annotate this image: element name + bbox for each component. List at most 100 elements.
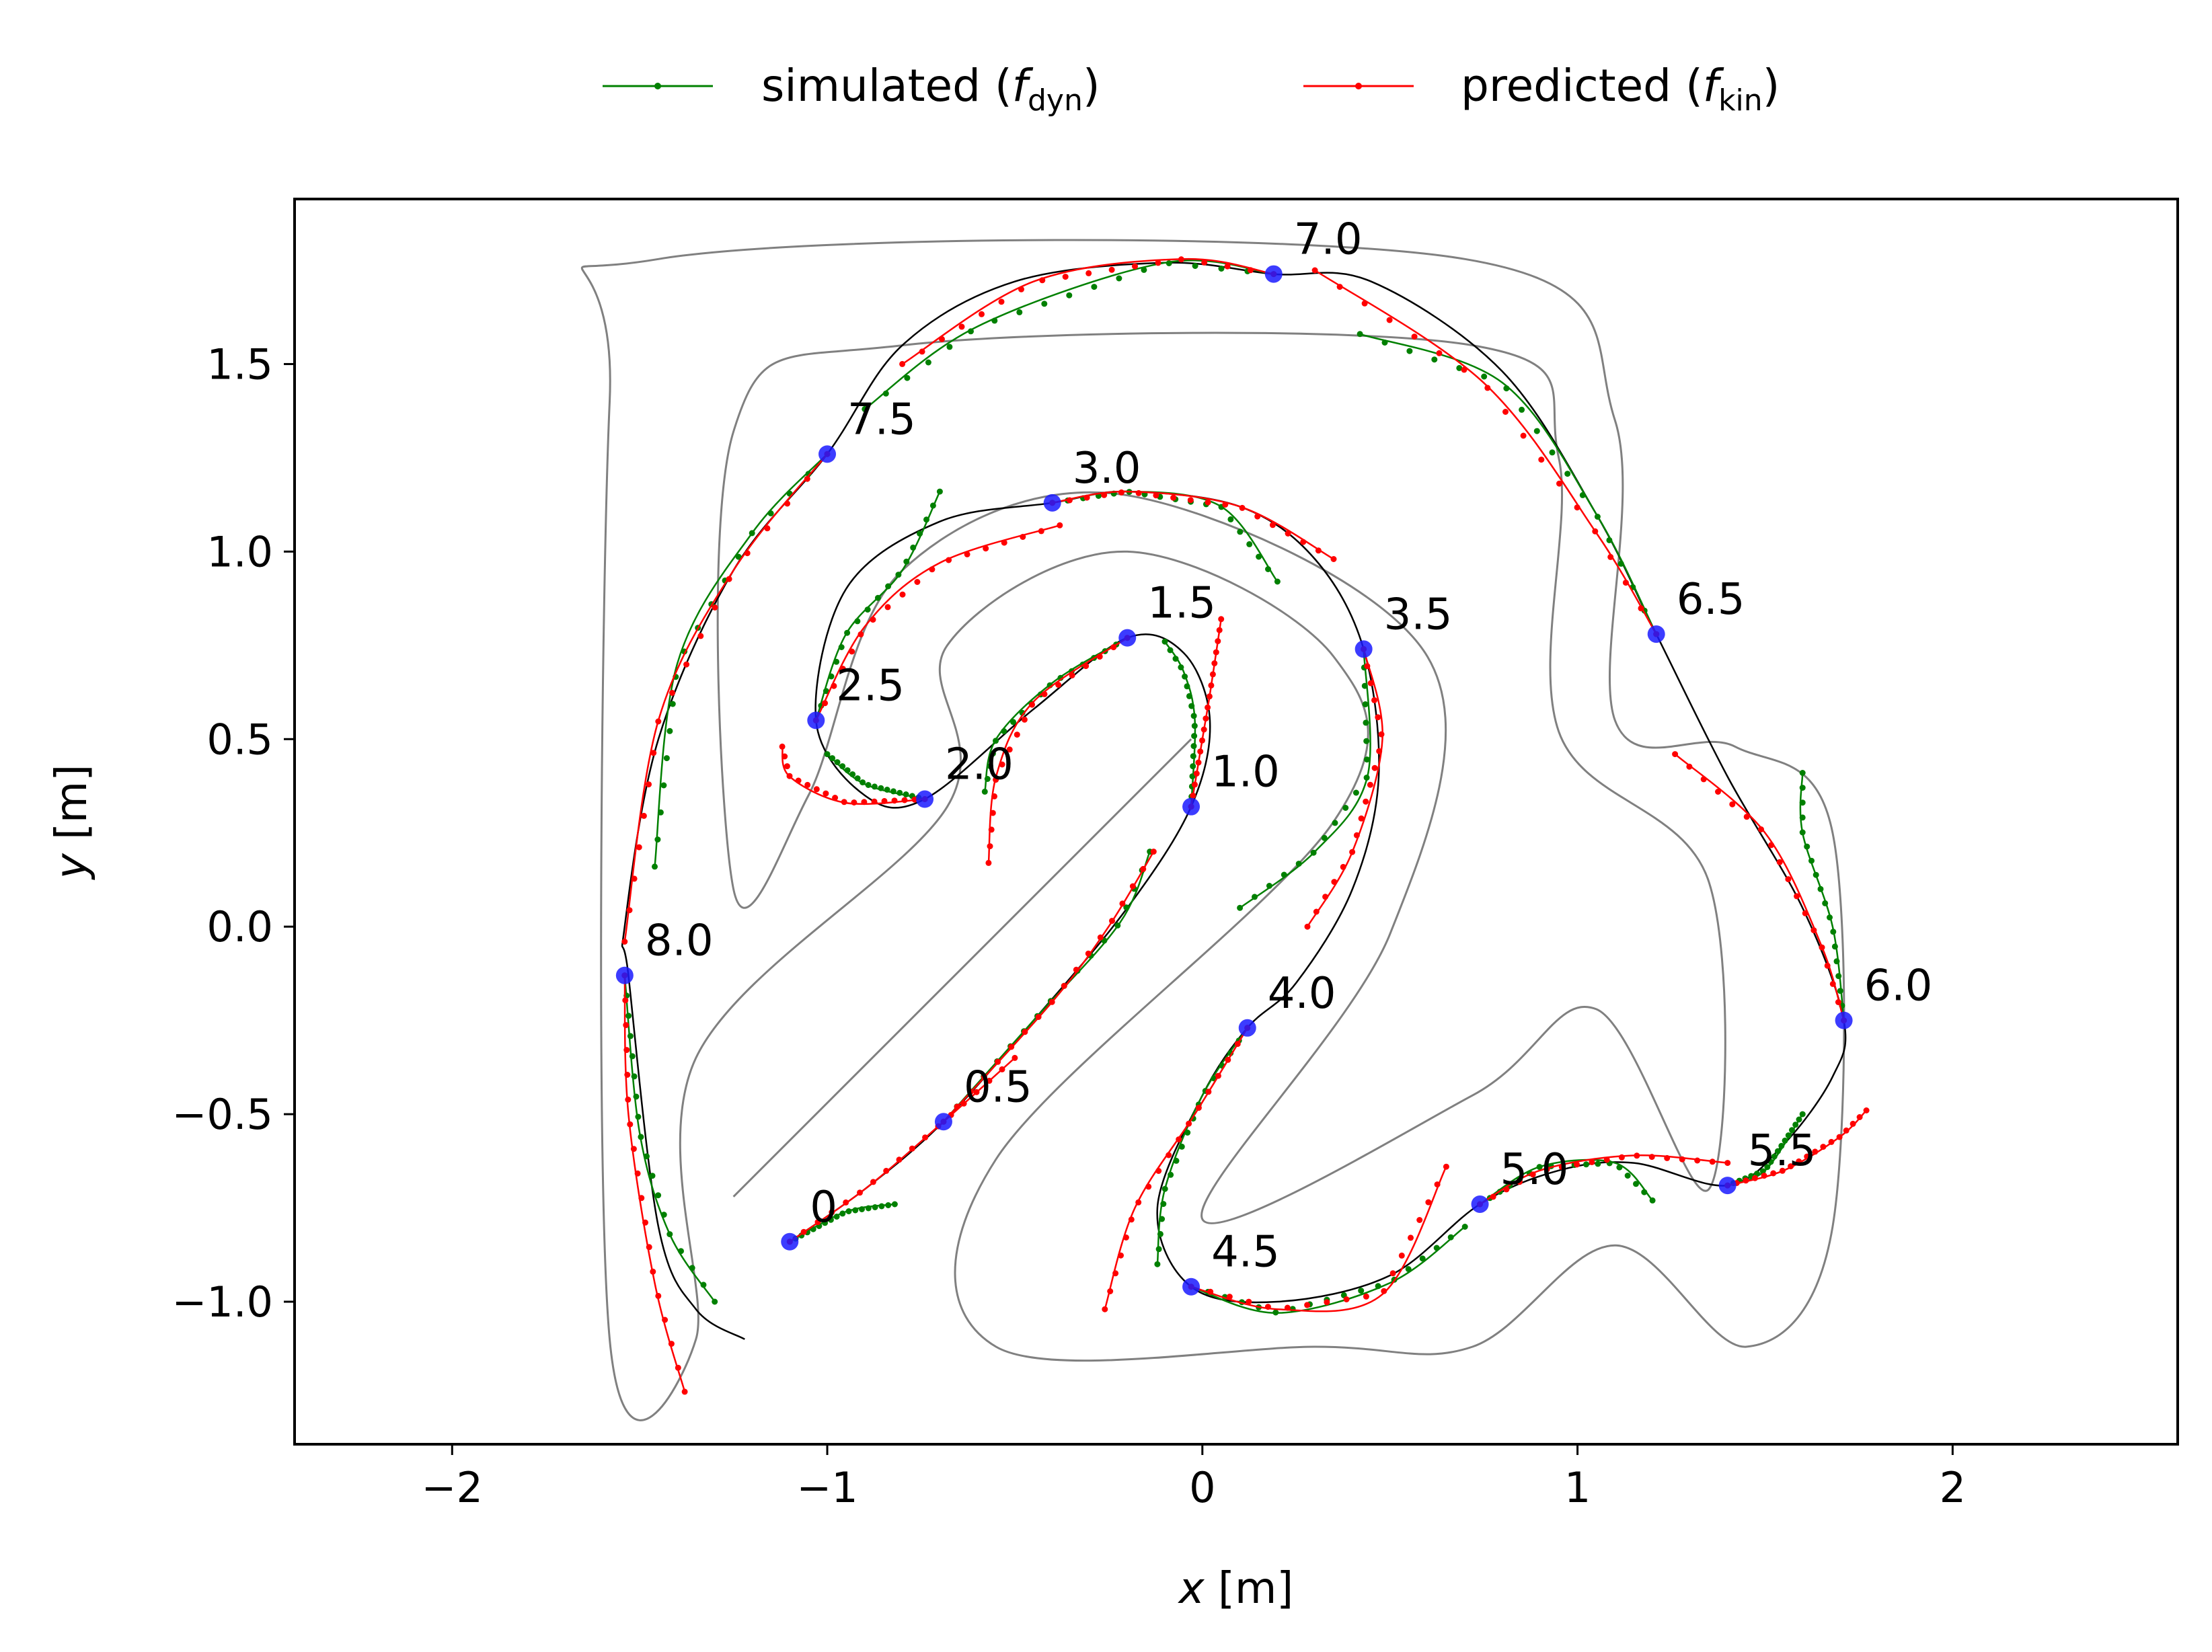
simulated-point — [903, 791, 909, 797]
time-marker-label: 4.5 — [1211, 1228, 1280, 1277]
simulated-point — [712, 1298, 718, 1305]
predicted-point — [622, 997, 629, 1004]
predicted-point — [1062, 274, 1069, 280]
predicted-point — [1729, 801, 1736, 808]
predicted-point — [823, 790, 829, 797]
simulated-point — [828, 673, 835, 680]
simulated-point — [1190, 753, 1196, 760]
predicted-point — [1443, 1163, 1449, 1170]
predicted-point — [1788, 1163, 1794, 1170]
predicted-point — [1322, 894, 1329, 900]
predicted-point — [1101, 491, 1108, 498]
predicted-point — [1186, 1120, 1192, 1127]
predicted-point — [1607, 553, 1614, 560]
simulated-point — [1633, 1181, 1639, 1187]
predicted-point — [726, 576, 732, 582]
predicted-point — [1856, 1114, 1863, 1120]
predicted-point — [1436, 350, 1443, 356]
predicted-point — [841, 799, 847, 805]
simulated-point — [878, 1203, 885, 1210]
predicted-point — [764, 525, 771, 532]
simulated-point — [660, 782, 667, 789]
simulated-point — [1461, 1224, 1468, 1230]
simulated-point — [627, 1033, 634, 1039]
simulated-point — [1363, 719, 1369, 726]
predicted-point — [1209, 671, 1216, 678]
predicted-point — [896, 1156, 903, 1163]
predicted-point — [1155, 260, 1161, 266]
predicted-point — [1001, 539, 1007, 546]
predicted-point — [967, 1089, 974, 1095]
simulated-point — [936, 488, 943, 495]
simulated-segment-line — [1190, 1226, 1465, 1314]
series-predicted — [621, 256, 1870, 1395]
predicted-point — [1819, 944, 1825, 951]
simulated-point — [1799, 770, 1806, 776]
y-tick-label: 0.5 — [206, 715, 273, 764]
simulated-point — [1066, 292, 1073, 299]
time-marker-label: 2.5 — [836, 661, 905, 711]
predicted-point — [857, 631, 864, 637]
predicted-point — [681, 1388, 688, 1395]
predicted-point — [784, 500, 791, 507]
simulated-point — [1533, 428, 1540, 434]
predicted-point — [1264, 1304, 1271, 1310]
simulated-point — [1804, 843, 1810, 850]
predicted-point — [1020, 534, 1026, 540]
predicted-point — [1006, 746, 1013, 753]
predicted-point — [636, 844, 642, 851]
predicted-point — [1135, 1199, 1142, 1206]
predicted-point — [662, 1316, 669, 1323]
simulated-point — [1831, 943, 1838, 950]
simulated-point — [1362, 701, 1369, 707]
predicted-point — [804, 781, 811, 788]
predicted-point — [1618, 1154, 1625, 1161]
predicted-point — [851, 799, 857, 805]
reference-trajectory-layer — [621, 262, 1847, 1340]
legend-label-simulated-sub: dyn — [1028, 83, 1083, 118]
simulated-segment-line — [789, 1203, 895, 1243]
predicted-point — [1085, 950, 1092, 957]
predicted-point — [1863, 1107, 1870, 1113]
predicted-point — [630, 1146, 637, 1152]
predicted-point — [744, 550, 751, 557]
predicted-point — [640, 812, 647, 819]
predicted-point — [1761, 1173, 1767, 1179]
simulated-point — [878, 785, 884, 791]
predicted-point — [857, 1189, 863, 1196]
predicted-point — [1118, 489, 1124, 496]
legend-marker-predicted — [1355, 83, 1362, 89]
simulated-point — [1172, 656, 1179, 662]
simulated-point — [895, 572, 902, 578]
y-tick-label: 1.5 — [206, 340, 273, 389]
predicted-point — [1022, 1029, 1028, 1035]
predicted-point — [899, 360, 906, 367]
simulated-point — [860, 779, 866, 786]
simulated-segment-line — [1359, 333, 1657, 635]
simulated-segment-line — [1479, 1158, 1654, 1206]
predicted-point — [621, 939, 628, 945]
predicted-point — [1066, 497, 1073, 504]
time-marker-label: 6.5 — [1677, 575, 1745, 625]
predicted-point — [1828, 1138, 1835, 1145]
predicted-point — [1416, 1217, 1423, 1223]
predicted-point — [646, 1244, 652, 1251]
predicted-point — [1592, 528, 1599, 535]
simulated-point — [1792, 1122, 1799, 1128]
time-marker-point — [818, 445, 837, 463]
predicted-point — [1215, 1072, 1221, 1079]
predicted-point — [1324, 1299, 1330, 1306]
predicted-point — [1284, 1304, 1291, 1311]
predicted-point — [1132, 263, 1138, 270]
predicted-point — [1110, 644, 1117, 651]
simulated-point — [1835, 973, 1842, 980]
predicted-point — [1192, 781, 1198, 788]
predicted-point — [1398, 1252, 1405, 1259]
predicted-point — [1224, 263, 1231, 270]
track-outer-boundary — [580, 239, 1845, 1421]
predicted-point — [675, 1364, 681, 1371]
simulated-point — [1361, 682, 1368, 689]
time-marker-label: 0 — [810, 1183, 837, 1232]
predicted-point — [1664, 1154, 1671, 1161]
predicted-point — [1331, 879, 1338, 886]
